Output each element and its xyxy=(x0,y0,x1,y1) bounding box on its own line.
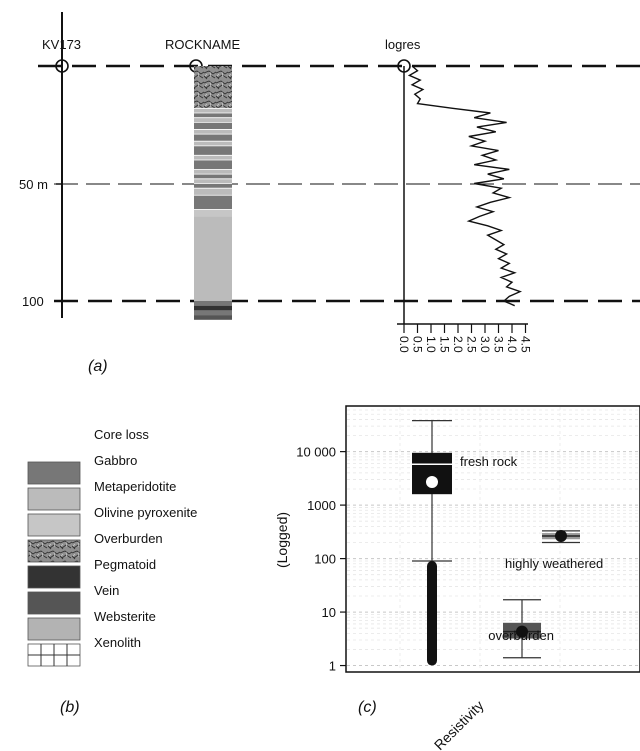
legend-item-olivine-pyroxenite: Olivine pyroxenite xyxy=(27,505,197,537)
legend-label: Core loss xyxy=(94,427,149,442)
column-label-rockname: ROCKNAME xyxy=(165,37,240,52)
lithology-interval-gabbro xyxy=(194,134,232,142)
lithology-interval-overburden xyxy=(194,66,232,109)
lithology-interval-gabbro xyxy=(194,113,232,118)
legend-item-metaperidotite: Metaperidotite xyxy=(27,479,176,511)
logres-x-tick-label: 0.0 xyxy=(397,336,411,353)
lithology-interval-gabbro xyxy=(194,160,232,170)
box-mean-marker xyxy=(555,529,567,542)
grid-lines xyxy=(347,407,639,671)
lithology-legend: Core loss Gabbro Metaperidotite Olivine pyr… xyxy=(27,427,197,667)
legend-item-overburden: Overburden xyxy=(27,531,163,563)
y-tick-label: 10 xyxy=(322,605,336,620)
legend-swatch xyxy=(27,461,81,485)
box-label-highly-weathered: highly weathered xyxy=(505,556,603,571)
lithology-interval-gabbro xyxy=(194,195,232,210)
legend-swatch xyxy=(27,539,81,563)
lithology-interval-metaperidotite xyxy=(194,169,232,175)
box-overburden: overburden xyxy=(488,599,554,659)
legend-label: Metaperidotite xyxy=(94,479,176,494)
panel-a: KV173 ROCKNAME logres 50 m 100 0.0 0.5 1.0… xyxy=(19,12,640,375)
legend-swatch xyxy=(27,591,81,615)
panel-c: 1 10 100 1000 10 000 (Logged) fresh rock over… xyxy=(274,405,640,751)
outlier-points xyxy=(427,561,437,666)
legend-label: Olivine pyroxenite xyxy=(94,505,197,520)
lithology-interval-vein xyxy=(194,315,232,320)
logres-x-tick-label: 4.0 xyxy=(505,336,519,353)
legend-swatch xyxy=(27,487,81,511)
legend-label: Websterite xyxy=(94,609,156,624)
legend-label: Gabbro xyxy=(94,453,137,468)
legend-label: Pegmatoid xyxy=(94,557,156,572)
lithology-interval-metaperidotite xyxy=(194,178,232,184)
legend-item-core-loss: Core loss xyxy=(94,427,149,442)
box-mean-marker xyxy=(516,625,528,638)
panel-label-b: (b) xyxy=(60,699,80,716)
panel-label-a: (a) xyxy=(88,358,108,375)
box-label-fresh-rock: fresh rock xyxy=(460,454,518,469)
legend-item-gabbro: Gabbro xyxy=(27,453,137,485)
y-tick-label: 1000 xyxy=(307,498,336,513)
legend-swatch xyxy=(27,617,81,641)
logres-series-line xyxy=(407,65,523,307)
lithology-interval-metaperidotite xyxy=(194,216,232,301)
lithology-interval-metaperidotite xyxy=(194,129,232,135)
column-label-well: KV173 xyxy=(42,37,81,52)
lithology-column xyxy=(194,66,232,320)
box-label-overburden: overburden xyxy=(488,628,554,643)
legend-label: Vein xyxy=(94,583,119,598)
box-fresh-rock: fresh rock xyxy=(412,420,518,666)
lithology-interval-metaperidotite xyxy=(194,141,232,146)
lithology-interval-metaperidotite xyxy=(194,108,232,113)
lithology-interval-metaperidotite xyxy=(194,117,232,123)
legend-label: Overburden xyxy=(94,531,163,546)
y-axis-ticks: 1 10 100 1000 10 000 xyxy=(296,445,346,674)
panel-label-c: (c) xyxy=(358,699,377,716)
legend-item-pegmatoid: Pegmatoid xyxy=(27,557,156,589)
well-marker-circle xyxy=(55,59,69,73)
lithology-interval-gabbro xyxy=(194,174,232,179)
y-axis-label: (Logged) xyxy=(274,512,290,568)
depth-label-100: 100 xyxy=(22,294,44,309)
lithology-interval-metaperidotite xyxy=(194,188,232,196)
plot-frame xyxy=(345,405,640,673)
box-highly-weathered: highly weathered xyxy=(505,529,603,571)
legend-item-websterite: Websterite xyxy=(27,609,156,641)
lithology-interval-gabbro xyxy=(194,183,232,189)
box-marks: fresh rock overburden highly weathered xyxy=(412,420,603,666)
logres-x-tick-label: 1.5 xyxy=(438,336,452,353)
logres-x-tick-label: 0.5 xyxy=(411,336,425,353)
lithology-interval-gabbro xyxy=(194,122,232,130)
logres-x-ticks: 0.0 0.5 1.0 1.5 2.0 2.5 3.0 3.5 4.0 4.5 xyxy=(397,324,533,353)
y-tick-label: 10 000 xyxy=(296,445,336,460)
y-tick-label: 100 xyxy=(314,552,336,567)
legend-item-vein: Vein xyxy=(27,583,119,615)
legend-swatch xyxy=(27,513,81,537)
lithology-interval-gabbro xyxy=(194,145,232,156)
legend-label: Xenolith xyxy=(94,635,141,650)
logres-x-tick-label: 2.5 xyxy=(465,336,479,353)
legend-item-xenolith: Xenolith xyxy=(27,635,141,667)
lithology-interval-gabbro xyxy=(194,310,232,316)
logres-x-tick-label: 3.5 xyxy=(492,336,506,353)
y-tick-label: 1 xyxy=(329,659,336,674)
lithology-interval-pegmatoid xyxy=(194,305,232,311)
lithology-interval-olivine-pyroxenite xyxy=(194,209,232,217)
logres-x-tick-label: 3.0 xyxy=(478,336,492,353)
depth-label-50: 50 m xyxy=(19,177,48,192)
logres-x-tick-label: 1.0 xyxy=(424,336,438,353)
logres-x-tick-label: 2.0 xyxy=(451,336,465,353)
x-axis-label: Resistivity xyxy=(431,697,487,751)
column-label-logres: logres xyxy=(385,37,421,52)
logres-x-tick-label: 4.5 xyxy=(519,336,533,353)
legend-swatch xyxy=(27,565,81,589)
box-mean-marker xyxy=(426,476,438,489)
lithology-interval-gabbro xyxy=(194,301,232,306)
lithology-interval-metaperidotite xyxy=(194,155,232,160)
